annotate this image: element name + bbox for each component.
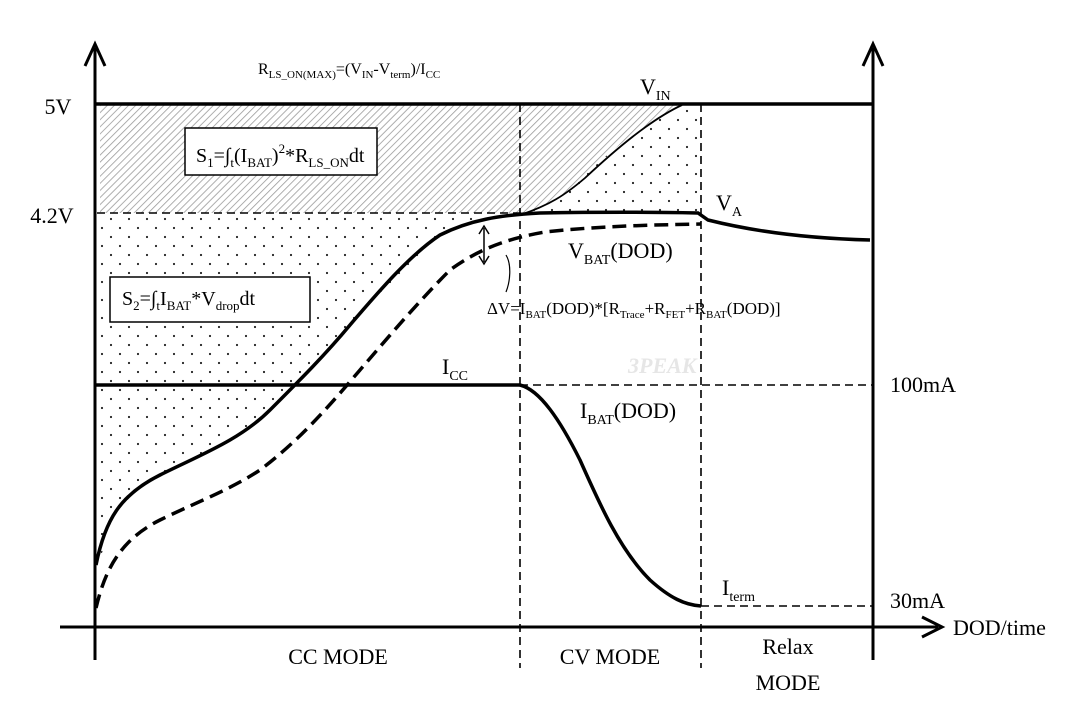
label-relax: Relax	[762, 634, 813, 659]
label-iterm: Iterm	[722, 575, 755, 605]
x-axis-arrow	[921, 615, 946, 639]
s1-formula-box	[184, 127, 378, 176]
label-vin: VIN	[640, 74, 671, 104]
label-va: VA	[716, 190, 743, 220]
label-4v2: 4.2V	[30, 203, 74, 228]
label-icc: ICC	[442, 354, 468, 384]
delta-v-arrow-top	[478, 224, 490, 235]
s1-formula: S1=∫t(IBAT)2*RLS_ONdt	[196, 141, 365, 170]
s2-formula-box	[109, 276, 311, 323]
label-cc-mode: CC MODE	[288, 644, 388, 669]
vbat-curve	[94, 222, 702, 609]
label-vbat-dod: VBAT(DOD)	[568, 238, 673, 268]
watermark: 3PEAK	[627, 353, 698, 378]
delta-v-leader	[505, 254, 511, 293]
label-5v: 5V	[45, 94, 72, 119]
label-ibat-dod: IBAT(DOD)	[580, 398, 676, 428]
label-relax-mode: MODE	[756, 670, 821, 695]
delta-v-arrow-bottom	[478, 255, 490, 266]
y-axis-left-arrow	[83, 40, 107, 67]
vin-curve	[519, 104, 683, 216]
delta-v-formula: ΔV=IBAT(DOD)*[RTrace+RFET+RBAT(DOD)]	[487, 299, 781, 321]
s2-formula: S2=∫tIBAT*Vdropdt	[122, 288, 256, 313]
y-axis-right-arrow	[861, 40, 885, 67]
ibat-curve	[519, 383, 702, 608]
va-curve	[94, 210, 871, 566]
rls-on-max-formula: RLS_ON(MAX)=(VIN-Vterm)/ICC	[258, 61, 440, 81]
label-30ma: 30mA	[890, 588, 945, 613]
label-dod-time: DOD/time	[953, 615, 1046, 640]
label-100ma: 100mA	[890, 372, 956, 397]
vin-dotted-region	[527, 105, 701, 213]
label-cv-mode: CV MODE	[560, 644, 660, 669]
